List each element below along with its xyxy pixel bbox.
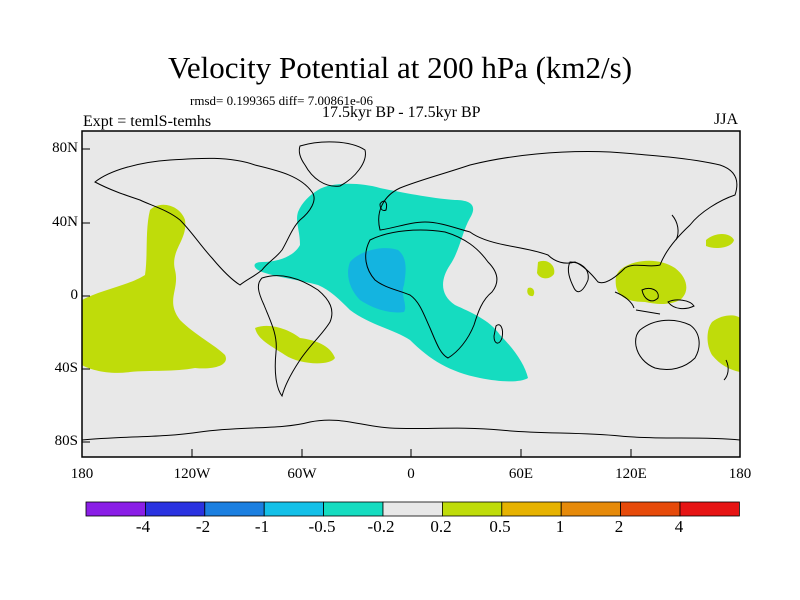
x-tick-60w: 60W [287,466,317,482]
coastlines [81,141,741,441]
arabian-positive-region [537,260,555,279]
north-america-coast [94,157,315,286]
south-america-coast [257,275,333,398]
y-tick-0: 0 [70,287,79,303]
experiment-label: Expt = temlS-temhs [83,113,212,130]
colorbar-label: 0.5 [489,517,511,536]
axis-ticks [82,148,632,457]
west-africa-negative-core [348,248,406,313]
arabian-small-positive-region [527,287,535,297]
japan-coast [671,214,679,241]
colorbar-swatch [204,501,265,517]
y-tick-80n: 80N [52,140,78,156]
colorbar-label: -2 [195,517,211,536]
colorbar-label: -0.5 [308,517,336,536]
india-coast [567,261,589,293]
y-tick-40n: 40N [52,214,78,230]
africa-coast [365,229,498,359]
colorbar-swatch [144,501,206,517]
colorbar-label: -0.2 [367,517,395,536]
colorbar-swatch [620,501,681,517]
dateline-positive-region [707,315,740,372]
new-zealand-coast [723,359,729,381]
colorbar-label: -4 [135,517,151,536]
positive-anomaly-regions [82,204,740,373]
colorbar-label: 4 [674,517,684,536]
x-tick-180e: 180 [728,466,752,482]
australia-coast [635,319,700,371]
madagascar-coast [493,324,503,344]
colorbar-swatch [560,501,622,517]
colorbar-swatch [323,501,384,517]
x-tick-120e: 120E [615,466,647,482]
borneo-coast [641,287,659,302]
x-tick-0: 0 [407,466,415,482]
west-pacific-positive-region [706,234,734,248]
x-tick-60e: 60E [508,466,534,482]
new-guinea-coast [667,299,695,310]
eurasia-coast [378,151,738,284]
colorbar-swatch [263,501,325,517]
rmsd-stats: rmsd= 0.199365 diff= 7.00861e-06 [190,93,374,108]
greenland-coast [298,141,366,187]
colorbar-label: -1 [254,517,270,536]
antarctica-coast [81,419,741,441]
colorbar-swatch [382,501,443,517]
map-title: Velocity Potential at 200 hPa (km2/s) [167,50,633,85]
java-coast [635,309,661,315]
sumatra-coast [614,291,635,309]
colorbar [85,501,740,517]
colorbar-swatch [85,501,146,517]
colorbar-swatch [441,501,503,517]
colorbar-label: 2 [614,517,624,536]
uk-coast [379,200,387,211]
colorbar-swatch [679,501,740,517]
colorbar-label: 1 [555,517,565,536]
maritime-positive-region [615,260,687,304]
y-tick-80s: 80S [54,433,78,449]
pacific-positive-region [82,204,226,373]
x-tick-120w: 120W [173,466,211,482]
season-label: JJA [714,111,739,128]
period-label: 17.5kyr BP - 17.5kyr BP [322,104,481,121]
colorbar-swatch [501,501,562,517]
x-tick-180w: 180 [70,466,94,482]
negative-anomaly-regions [254,183,528,382]
y-tick-40s: 40S [54,360,78,376]
colorbar-label: 0.2 [430,517,452,536]
